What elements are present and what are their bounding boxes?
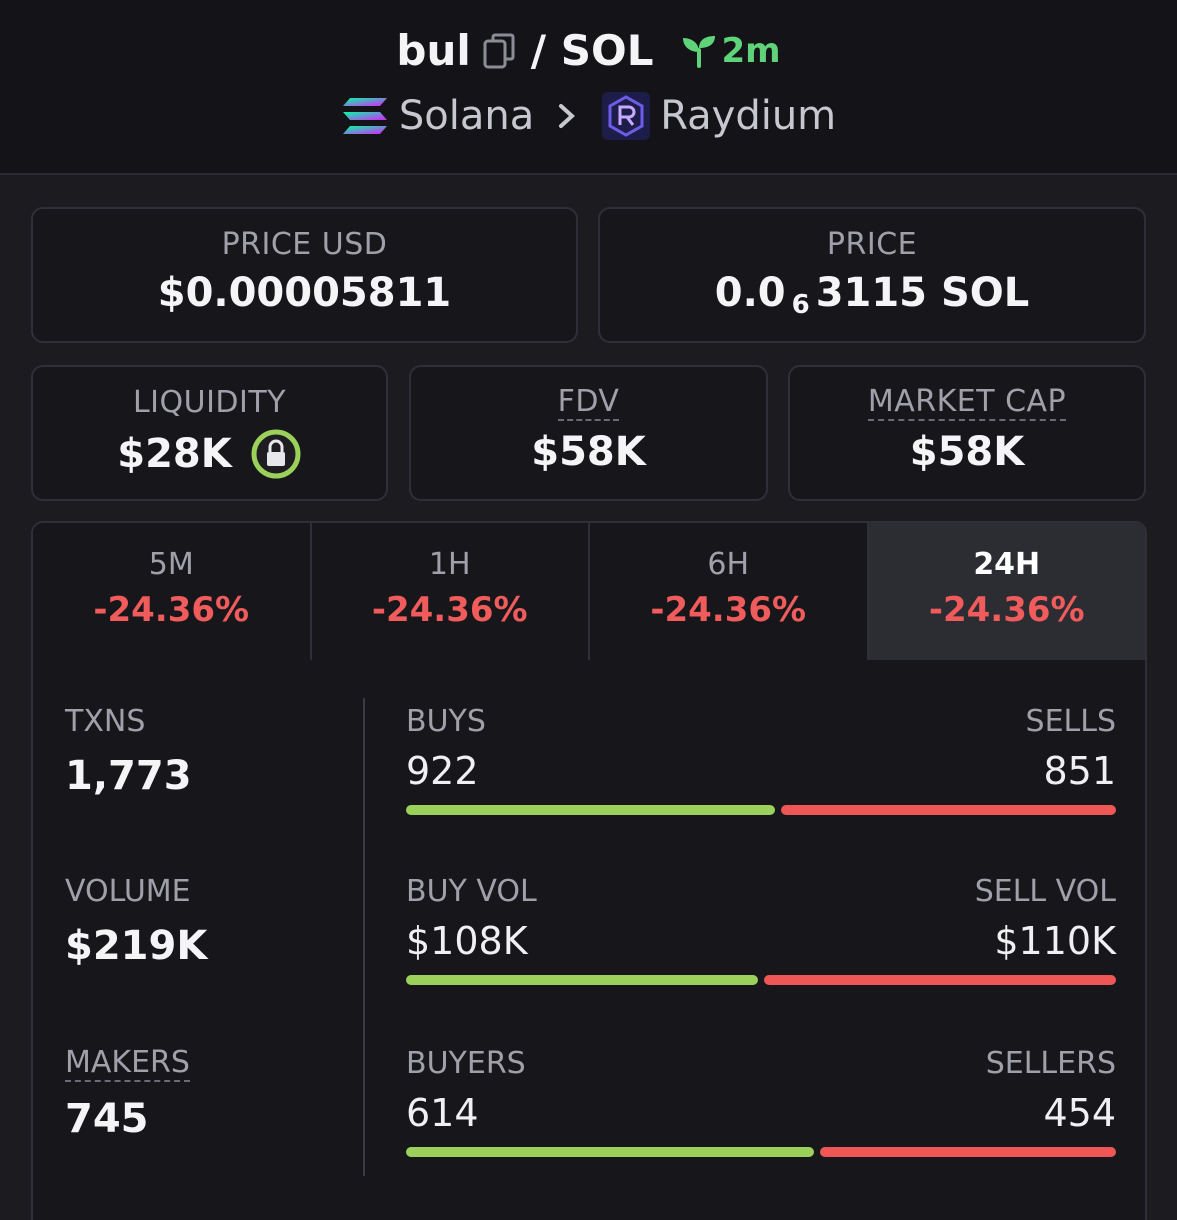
buy-vol-value: $108K (406, 919, 528, 963)
token-symbol: bul (396, 26, 471, 75)
price-usd-label: PRICE USD (221, 227, 388, 262)
pair-header: bul / SOL 2m (0, 0, 1177, 175)
volume-label: VOLUME (65, 874, 191, 909)
sell-vol-value: $110K (994, 919, 1116, 963)
price-sol-label: PRICE (826, 227, 918, 262)
breadcrumb: Solana Raydium (0, 92, 1177, 140)
sprout-icon (681, 34, 717, 68)
pair-age: 2m (721, 30, 781, 71)
volume-bar (406, 975, 1116, 985)
stats-panel: TXNS 1,773 VOLUME $219K MAKERS 745 BUYS … (31, 660, 1147, 1220)
fdv-label[interactable]: FDV (557, 384, 620, 421)
tab-6h[interactable]: 6H -24.36% (590, 523, 869, 662)
sellers-value: 454 (1043, 1091, 1116, 1135)
chevron-right-icon (558, 103, 576, 129)
txns-label: TXNS (65, 704, 146, 739)
sell-vol-bar (764, 975, 1116, 985)
liquidity-value: $28K (117, 431, 232, 477)
buy-vol-bar (406, 975, 759, 985)
market-cap-label[interactable]: MARKET CAP (867, 384, 1067, 421)
volume-split: BUY VOL SELL VOL $108K $110K (406, 874, 1116, 985)
makers-bar (406, 1147, 1116, 1157)
makers-stat: MAKERS 745 (65, 1046, 190, 1142)
market-cap-value: $58K (909, 429, 1025, 475)
tab-label: 6H (707, 547, 750, 582)
buyers-bar (406, 1147, 815, 1157)
txns-bar (406, 805, 1116, 815)
liquidity-value-row: $28K (117, 428, 302, 480)
sellers-bar (820, 1147, 1116, 1157)
tab-label: 24H (973, 547, 1041, 582)
price-usd-card: PRICE USD $0.00005811 (31, 207, 578, 343)
tab-change: -24.36% (928, 590, 1085, 630)
tab-change: -24.36% (650, 590, 807, 630)
buys-value: 922 (406, 749, 479, 793)
buyers-value: 614 (406, 1091, 479, 1135)
tab-24h[interactable]: 24H -24.36% (868, 523, 1145, 662)
makers-value: 745 (65, 1096, 149, 1142)
sellers-label: SELLERS (985, 1046, 1116, 1081)
liquidity-label: LIQUIDITY (132, 385, 287, 420)
price-sol-value: 0.0 6 3115 SOL (714, 270, 1030, 320)
tab-change: -24.36% (93, 590, 250, 630)
volume-value: $219K (65, 923, 208, 969)
tab-5m[interactable]: 5M -24.36% (33, 523, 312, 662)
price-usd-value: $0.00005811 (157, 270, 452, 316)
price-sol-suffix: 3115 SOL (815, 270, 1030, 316)
quote-symbol: / SOL (530, 26, 654, 75)
makers-split: BUYERS SELLERS 614 454 (406, 1046, 1116, 1157)
txns-stat: TXNS 1,773 (65, 704, 192, 799)
sell-vol-label: SELL VOL (974, 874, 1116, 909)
buy-vol-label: BUY VOL (406, 874, 537, 909)
tab-label: 5M (148, 547, 194, 582)
buys-bar (406, 805, 776, 815)
fdv-card: FDV $58K (409, 365, 768, 501)
buyers-label: BUYERS (406, 1046, 526, 1081)
txns-split: BUYS SELLS 922 851 (406, 704, 1116, 815)
raydium-icon (602, 92, 651, 140)
price-sol-prefix: 0.0 (714, 270, 786, 316)
tab-1h[interactable]: 1H -24.36% (311, 523, 590, 662)
pair-title: bul / SOL 2m (0, 26, 1177, 75)
timeframe-tabs: 5M -24.36% 1H -24.36% 6H -24.36% 24H -24… (31, 521, 1147, 662)
lock-icon[interactable] (250, 428, 302, 480)
market-cap-card: MARKET CAP $58K (788, 365, 1146, 501)
buys-label: BUYS (406, 704, 486, 739)
sells-label: SELLS (1025, 704, 1116, 739)
liquidity-card: LIQUIDITY $28K (31, 365, 388, 501)
tab-label: 1H (428, 547, 471, 582)
stats-divider (363, 698, 365, 1176)
sells-bar (781, 805, 1116, 815)
fdv-value: $58K (531, 429, 646, 475)
copy-icon[interactable] (483, 33, 517, 69)
volume-stat: VOLUME $219K (65, 874, 207, 969)
sells-value: 851 (1043, 749, 1116, 793)
chain-link[interactable]: Solana (398, 93, 535, 139)
price-sol-zero-count: 6 (791, 290, 810, 320)
dex-link[interactable]: Raydium (660, 93, 837, 139)
solana-icon (341, 96, 389, 136)
makers-label[interactable]: MAKERS (65, 1045, 190, 1082)
txns-value: 1,773 (65, 753, 192, 799)
tab-change: -24.36% (371, 590, 528, 630)
price-sol-card: PRICE 0.0 6 3115 SOL (598, 207, 1146, 343)
